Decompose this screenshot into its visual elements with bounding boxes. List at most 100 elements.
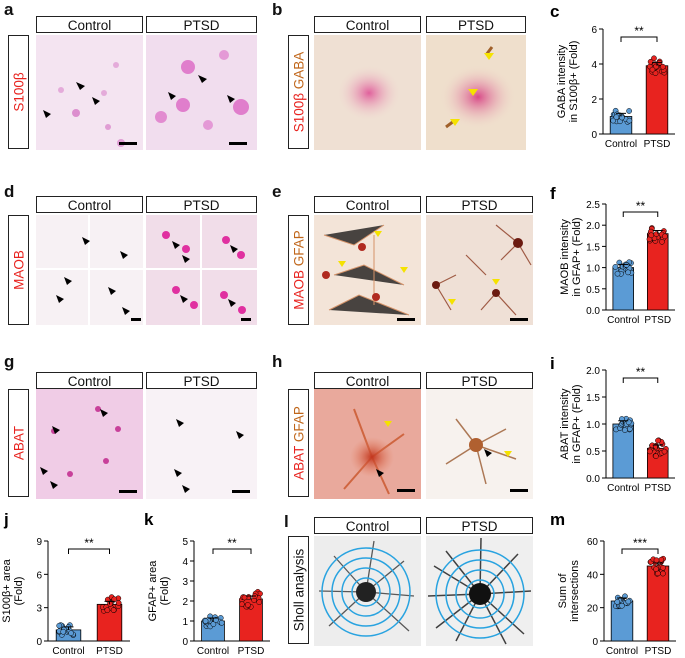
panel-letter-d: d	[4, 182, 15, 201]
data-point	[612, 264, 619, 270]
significance-bracket	[212, 548, 252, 554]
data-point	[68, 630, 74, 636]
data-point	[616, 259, 623, 266]
panel-a-ptsd-image	[146, 35, 257, 150]
y-tick-label: 3	[36, 604, 42, 615]
sholl-control	[314, 536, 421, 646]
panel-e-header-ptsd: PTSD	[426, 196, 533, 213]
data-point	[619, 602, 625, 609]
panel-h-stain-label: ABAT GFAP	[288, 389, 309, 497]
panel-letter-f: f	[550, 184, 556, 203]
micrograph-e-ptsd	[426, 215, 533, 325]
data-point	[646, 448, 653, 455]
data-point	[653, 453, 659, 459]
scale-bar	[229, 142, 247, 145]
x-tick-label: Control	[605, 139, 637, 150]
scale-bar	[119, 490, 137, 493]
y-tick-label: 3	[182, 577, 188, 588]
micrograph-d-ptsd	[146, 215, 257, 325]
significance-label: **	[636, 199, 646, 213]
panel-e-stain-label: MAOB GFAP	[288, 215, 309, 325]
data-point	[56, 622, 63, 629]
y-tick-label: 2.0	[586, 221, 600, 232]
panel-d-header-control: Control	[36, 196, 143, 213]
y-tick-label: 1	[182, 617, 188, 628]
panel-e-control-image	[314, 215, 421, 325]
panel-a-header-ptsd: PTSD	[146, 16, 257, 33]
y-axis-label: GFAP+ area(Fold)	[147, 560, 171, 622]
data-point	[622, 427, 628, 433]
panel-g-stain-label: ABAT	[8, 389, 29, 497]
panel-l-ptsd-image	[426, 536, 533, 646]
y-tick-label: 4	[591, 60, 597, 71]
panel-letter-k: k	[144, 510, 154, 529]
y-tick-label: 0	[591, 130, 597, 141]
y-tick-label: 0.0	[586, 474, 600, 485]
significance-label: ***	[633, 536, 647, 550]
panel-letter-l: l	[284, 512, 289, 531]
stain-red-text: MAOB	[291, 270, 306, 310]
data-point	[613, 114, 620, 121]
panel-b-ptsd-image	[426, 35, 526, 150]
data-point	[60, 628, 67, 635]
significance-bracket	[622, 377, 659, 383]
stain-label-text: MAOB	[11, 250, 26, 290]
panel-l-side-label: Sholl analysis	[288, 536, 309, 644]
micrograph-a-ptsd	[146, 35, 257, 150]
data-point	[660, 564, 666, 571]
x-tick-label: PTSD	[644, 315, 671, 326]
scale-bar	[232, 490, 250, 493]
bar-ptsd	[645, 65, 669, 135]
data-point	[614, 270, 621, 277]
panel-d-ptsd-image	[146, 215, 257, 325]
data-point	[218, 619, 225, 626]
x-tick-label: Control	[607, 315, 639, 326]
panel-d-header-ptsd: PTSD	[146, 196, 257, 213]
panel-g-header-ptsd: PTSD	[146, 372, 257, 389]
y-tick-label: 1.0	[586, 264, 600, 275]
y-tick-label: 2	[591, 95, 597, 106]
panel-h-control-image	[314, 389, 421, 499]
panel-a-stain-label: S100β	[8, 35, 29, 149]
bar-ptsd	[647, 233, 669, 311]
x-tick-label: PTSD	[644, 483, 671, 494]
micrograph-g-control	[36, 389, 143, 499]
data-point	[111, 596, 118, 603]
stain-brown-text: GABA	[291, 51, 306, 90]
panel-g-control-image	[36, 389, 143, 499]
panel-b-header-control: Control	[314, 16, 421, 33]
panel-letter-i: i	[550, 354, 555, 373]
data-point	[651, 55, 657, 62]
y-axis-label: ABAT intensityin GFAP+ (Fold)	[559, 384, 583, 463]
data-point	[659, 238, 665, 245]
x-tick-label: Control	[197, 646, 229, 657]
panel-b-control-image	[314, 35, 421, 150]
sholl-analysis-text: Sholl analysis	[291, 548, 306, 632]
y-axis-label: S100β+ area(Fold)	[1, 558, 25, 622]
scale-bar	[241, 318, 251, 321]
data-point	[658, 556, 665, 563]
micrograph-h-ptsd	[426, 389, 533, 499]
x-tick-label: Control	[607, 483, 639, 494]
y-tick-label: 1.5	[586, 393, 600, 404]
panel-letter-g: g	[4, 352, 15, 371]
x-tick-label: PTSD	[644, 139, 671, 150]
stain-label-text: S100β	[11, 72, 26, 112]
data-point	[625, 269, 631, 276]
y-axis-label: MAOB intensityin GFAP+ (Fold)	[559, 217, 583, 296]
scale-bar	[397, 318, 415, 321]
panel-b-header-ptsd: PTSD	[426, 16, 526, 33]
panel-a-header-control: Control	[36, 16, 143, 33]
panel-a-control-image	[36, 35, 143, 150]
data-point	[626, 108, 632, 114]
panel-l-header-control: Control	[314, 517, 421, 534]
x-tick-label: PTSD	[96, 646, 123, 657]
micrograph-b-control	[314, 35, 421, 150]
bar-ptsd	[646, 565, 670, 642]
data-point	[623, 262, 630, 268]
panel-letter-j: j	[3, 510, 9, 529]
panel-letter-a: a	[4, 0, 14, 19]
panel-letter-h: h	[272, 352, 283, 371]
stain-red-text: S100β	[291, 92, 306, 133]
